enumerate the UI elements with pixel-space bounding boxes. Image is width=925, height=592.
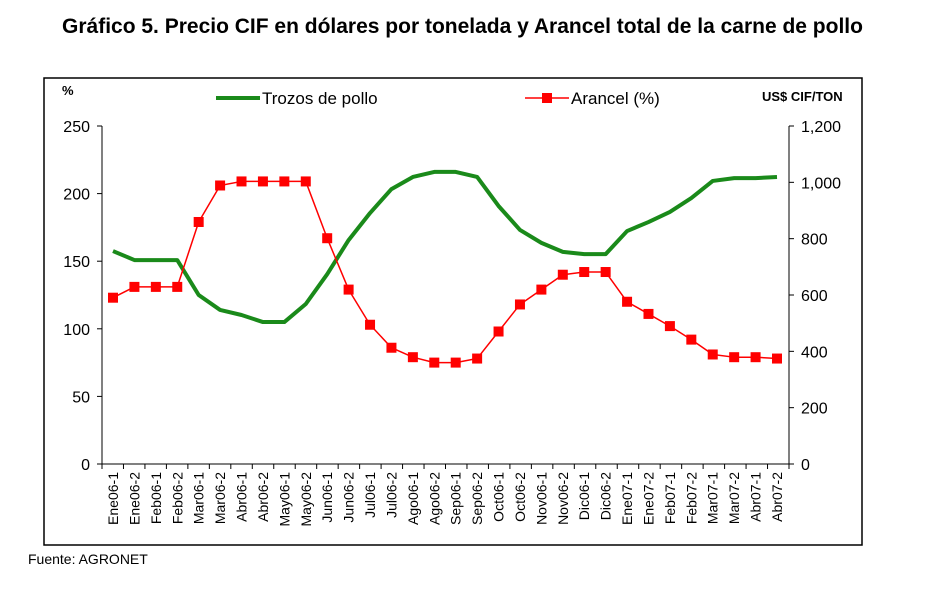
right-tick-label: 0 bbox=[801, 457, 810, 474]
x-tick-label: Ene06-2 bbox=[126, 472, 142, 525]
data-point bbox=[215, 180, 226, 191]
left-tick-label: 0 bbox=[81, 457, 90, 474]
data-point bbox=[750, 352, 761, 363]
left-tick-label: 50 bbox=[72, 389, 90, 406]
right-tick-label: 1,200 bbox=[801, 119, 841, 136]
left-tick-label: 100 bbox=[63, 322, 90, 339]
x-tick-label: May06-1 bbox=[276, 472, 292, 527]
data-point bbox=[579, 267, 590, 278]
x-tick-label: Abr07-2 bbox=[769, 472, 785, 522]
x-tick-label: Abr07-1 bbox=[748, 472, 764, 522]
x-tick-label: Feb07-1 bbox=[662, 472, 678, 524]
data-point bbox=[343, 284, 354, 295]
data-point bbox=[514, 299, 525, 310]
x-tick-label: Sep06-1 bbox=[448, 472, 464, 525]
data-point bbox=[172, 281, 183, 292]
x-tick-label: Ene07-1 bbox=[619, 472, 635, 525]
chart-source: Fuente: AGRONET bbox=[28, 551, 148, 567]
data-point bbox=[365, 319, 376, 330]
data-point bbox=[108, 292, 118, 303]
chart-title: Gráfico 5. Precio CIF en dólares por ton… bbox=[62, 15, 863, 38]
data-point bbox=[322, 233, 333, 244]
data-point bbox=[386, 342, 397, 353]
data-point bbox=[536, 284, 547, 295]
x-tick-label: Nov06-2 bbox=[555, 472, 571, 525]
x-tick-label: Dic06-2 bbox=[598, 472, 614, 520]
x-tick-label: Ago06-1 bbox=[405, 472, 421, 525]
data-point bbox=[407, 352, 418, 363]
x-tick-label: Mar06-2 bbox=[212, 472, 228, 524]
legend-marker bbox=[542, 93, 552, 103]
x-tick-label: Jun06-2 bbox=[341, 472, 357, 523]
x-tick-label: Jul06-2 bbox=[383, 472, 399, 518]
data-point bbox=[129, 281, 140, 292]
data-point bbox=[236, 176, 247, 187]
x-tick-label: Ago06-2 bbox=[426, 472, 442, 525]
data-point bbox=[150, 281, 161, 292]
data-point bbox=[193, 216, 204, 227]
left-tick-label: 200 bbox=[63, 187, 90, 204]
x-tick-label: Feb06-2 bbox=[169, 472, 185, 524]
left-tick-label: 150 bbox=[63, 254, 90, 271]
x-tick-label: Feb06-1 bbox=[148, 472, 164, 524]
x-tick-label: Dic06-1 bbox=[576, 472, 592, 520]
right-tick-label: 800 bbox=[801, 232, 828, 249]
x-tick-label: Nov06-1 bbox=[533, 472, 549, 525]
plot-frame bbox=[43, 77, 863, 546]
right-tick-label: 400 bbox=[801, 344, 828, 361]
series-line-0 bbox=[112, 169, 778, 325]
x-tick-label: Mar06-1 bbox=[191, 472, 207, 524]
data-point bbox=[600, 267, 611, 278]
data-point bbox=[279, 176, 290, 187]
data-point bbox=[729, 352, 740, 363]
left-tick-label: 250 bbox=[63, 119, 90, 136]
data-point bbox=[622, 296, 633, 307]
legend-label-1: Arancel (%) bbox=[571, 89, 660, 108]
x-tick-label: Ene06-1 bbox=[105, 472, 121, 525]
x-tick-label: May06-2 bbox=[298, 472, 314, 527]
right-tick-label: 600 bbox=[801, 288, 828, 305]
right-tick-label: 200 bbox=[801, 401, 828, 418]
data-point bbox=[643, 308, 654, 319]
data-point bbox=[686, 334, 697, 345]
data-point bbox=[257, 176, 268, 187]
data-point bbox=[493, 326, 504, 337]
x-tick-label: Mar07-1 bbox=[705, 472, 721, 524]
data-point bbox=[450, 357, 461, 368]
x-tick-label: Abr06-2 bbox=[255, 472, 271, 522]
x-tick-label: Jul06-1 bbox=[362, 472, 378, 518]
data-point bbox=[557, 269, 568, 280]
left-axis-label: % bbox=[62, 83, 74, 98]
data-point bbox=[707, 349, 718, 360]
x-tick-label: Oct06-2 bbox=[512, 472, 528, 522]
x-tick-label: Oct06-1 bbox=[491, 472, 507, 522]
x-tick-label: Jun06-1 bbox=[319, 472, 335, 523]
x-tick-label: Ene07-2 bbox=[640, 472, 656, 525]
data-point bbox=[664, 321, 675, 332]
data-point bbox=[429, 357, 440, 368]
right-axis-label: US$ CIF/TON bbox=[762, 89, 843, 104]
data-point bbox=[300, 176, 311, 187]
x-tick-label: Sep06-2 bbox=[469, 472, 485, 525]
x-tick-label: Mar07-2 bbox=[726, 472, 742, 524]
x-tick-label: Abr06-1 bbox=[234, 472, 250, 522]
legend-label-0: Trozos de pollo bbox=[262, 89, 378, 108]
x-tick-label: Feb07-2 bbox=[683, 472, 699, 524]
data-point bbox=[772, 353, 782, 364]
data-point bbox=[472, 353, 483, 364]
right-tick-label: 1,000 bbox=[801, 175, 841, 192]
